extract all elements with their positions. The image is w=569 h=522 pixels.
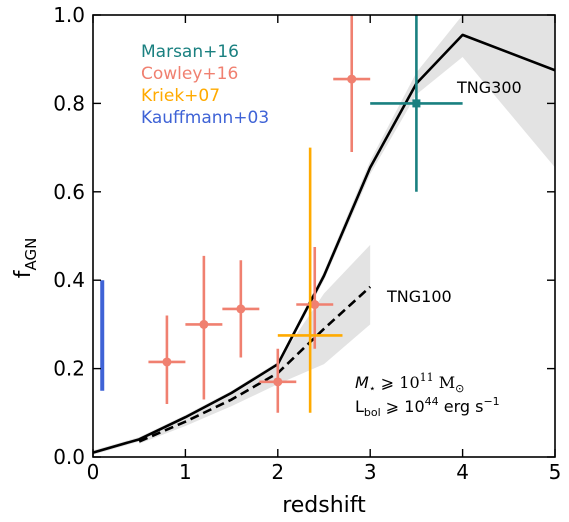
axis-ticks: 0 1 2 3 4 5 0.0 0.2 0.4 0.6 0.8 1.0: [53, 3, 561, 484]
x-tick-label: 3: [364, 460, 377, 484]
uncertainty-bands: [93, 15, 555, 455]
legend-entry: Marsan+16: [141, 42, 239, 62]
legend-entry: Kauffmann+03: [141, 108, 269, 128]
x-tick-label: 5: [549, 460, 562, 484]
x-axis-label: redshift: [282, 493, 366, 518]
data-point: [310, 300, 320, 310]
y-tick-label: 0.6: [53, 180, 85, 204]
errorbar-cowley-16-4: [296, 247, 334, 349]
legend-entry: Cowley+16: [141, 64, 238, 84]
mass-threshold-annotation: M⋆ ⩾ 1011 M⊙: [355, 371, 464, 395]
errorbar-cowley-16-1: [185, 255, 223, 400]
y-tick-label: 0.4: [53, 268, 85, 292]
errorbar-marsan-16-0: [370, 15, 463, 192]
data-point: [273, 377, 283, 387]
x-tick-label: 2: [271, 460, 284, 484]
errorbar-cowley-16-2: [222, 260, 260, 358]
line-tng100: [138, 285, 372, 443]
legend-entry: Kriek+07: [141, 86, 220, 106]
line-tng300: [93, 33, 555, 454]
data-point: [162, 357, 172, 367]
band-tng100: [139, 244, 371, 444]
luminosity-threshold-annotation: Lbol ⩾ 1044 erg s−1: [355, 395, 500, 419]
tng100-label: TNG100: [386, 287, 452, 306]
band-tng300: [93, 15, 555, 455]
y-tick-label: 0.0: [53, 445, 85, 469]
errorbar-kriek-07-0: [277, 147, 343, 413]
data-point: [412, 99, 421, 108]
y-tick-label: 0.8: [53, 91, 85, 115]
plot-frame: [92, 14, 556, 458]
y-tick-label: 0.2: [53, 357, 85, 381]
y-tick-label: 1.0: [53, 3, 85, 27]
y-axis-label: fAGN: [11, 238, 40, 279]
data-point: [236, 304, 246, 314]
model-lines: [93, 33, 555, 454]
data-point: [347, 74, 357, 84]
x-tick-label: 4: [456, 460, 469, 484]
observations: [100, 15, 463, 413]
errorbar-cowley-16-0: [148, 315, 186, 404]
errorbar-cowley-16-3: [259, 348, 297, 413]
data-point: [199, 319, 209, 329]
x-tick-label: 0: [87, 460, 100, 484]
x-tick-label: 1: [179, 460, 192, 484]
errorbar-cowley-16-5: [333, 15, 371, 153]
tng300-label: TNG300: [456, 78, 522, 97]
